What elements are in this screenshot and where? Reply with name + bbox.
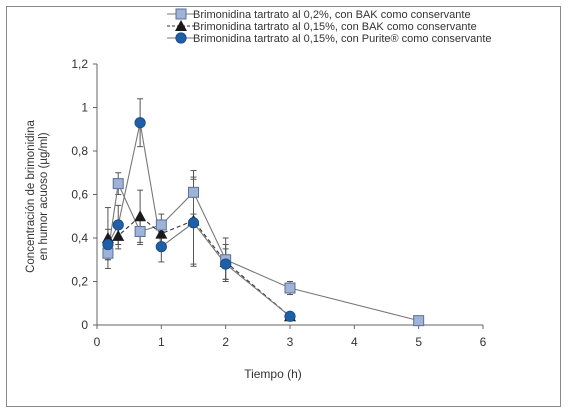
data-point-circle [284,310,296,322]
y-tick-label: 1,2 [71,57,88,71]
data-point-triangle [134,210,147,222]
y-axis-label: Concentración de brimonidina en humor acu… [25,120,50,273]
y-tick-label: 0 [81,318,88,332]
legend-label: Brimonidina tartrato al 0,2%, con BAK co… [193,9,471,21]
data-point-circle [187,217,200,229]
data-point-circle [112,219,124,231]
legend-marker-square [175,8,187,20]
y-tick-label: 0,6 [71,188,88,202]
y-tick-label: 0,4 [71,231,88,245]
data-point-square [155,219,167,231]
data-point-square [188,186,199,198]
legend-label: Brimonidina tartrato al 0,15%, con BAK c… [193,21,477,33]
data-point-circle [155,241,167,253]
data-point-triangle [112,229,125,241]
x-tick-label: 3 [287,335,294,349]
y-tick-label: 0,8 [71,144,88,158]
x-tick-label: 4 [351,335,358,349]
data-point-square [134,225,146,237]
legend-label: Brimonidina tartrato al 0,15%, con Purit… [193,33,492,45]
legend-entry: Brimonidina tartrato al 0,15%, con BAK c… [167,20,477,33]
legend-entry: Brimonidina tartrato al 0,15%, con Purit… [167,32,492,45]
data-point-square [413,315,425,327]
x-tick-label: 5 [415,335,422,349]
data-point-square [112,178,124,190]
x-tick-label: 1 [158,335,165,349]
y-axis-label-line: Concentración de brimonidina [25,120,37,273]
data-point-triangle [155,227,168,239]
chart-frame [6,6,561,407]
y-axis-label-line: en humor acuoso (µg/ml) [38,132,50,260]
y-tick-label: 1 [81,101,88,115]
legend-marker-circle [175,32,187,44]
data-point-circle [102,238,114,251]
legend-marker-triangle [175,20,187,31]
data-point-circle [220,258,232,270]
series-line [107,181,419,322]
y-tick-label: 0,2 [71,275,88,289]
x-tick-label: 2 [222,335,229,349]
data-point-square [284,282,296,294]
legend-entry: Brimonidina tartrato al 0,2%, con BAK co… [167,8,471,21]
x-tick-label: 6 [480,335,487,349]
x-tick-label: 0 [94,335,101,349]
data-point-circle [134,117,146,129]
x-axis-label: Tiempo (h) [244,367,302,381]
